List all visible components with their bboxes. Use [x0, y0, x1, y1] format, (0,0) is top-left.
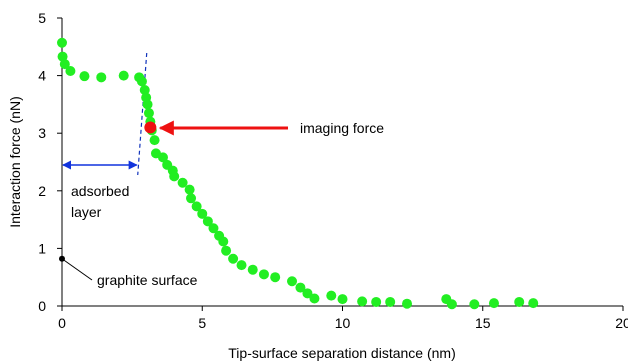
data-point: [221, 245, 232, 256]
adsorbed-layer-boundary-line: [137, 52, 148, 176]
data-point: [258, 269, 269, 280]
x-tick-label: 20: [615, 315, 628, 331]
data-point: [208, 223, 219, 234]
data-point: [169, 171, 180, 182]
x-ticks: 0 5 10 15 20: [58, 306, 628, 331]
adsorbed-layer-label-line1: adsorbed: [71, 183, 129, 199]
data-point: [247, 264, 258, 275]
data-point: [514, 296, 525, 307]
data-point: [469, 299, 480, 310]
data-point: [402, 298, 413, 309]
data-point: [326, 290, 337, 301]
data-point: [371, 296, 382, 307]
y-axis-label: Interaction force (nN): [7, 96, 23, 228]
y-tick-label: 0: [38, 298, 46, 314]
data-point: [488, 298, 499, 309]
data-point: [202, 216, 213, 227]
data-point: [184, 184, 195, 195]
data-point: [79, 71, 90, 82]
x-axis-label: Tip-surface separation distance (nm): [228, 345, 455, 361]
data-point: [191, 201, 202, 212]
y-tick-label: 5: [38, 10, 46, 26]
data-point: [118, 70, 129, 81]
data-point: [149, 135, 160, 146]
data-point: [157, 152, 168, 163]
y-tick-label: 4: [38, 68, 46, 84]
data-point: [197, 208, 208, 219]
data-point: [236, 260, 247, 271]
data-point: [295, 282, 306, 293]
data-point: [186, 193, 197, 204]
x-tick-label: 15: [475, 315, 491, 331]
data-point: [337, 294, 348, 305]
data-point: [143, 108, 154, 119]
y-tick-label: 3: [38, 125, 46, 141]
x-tick-label: 5: [198, 315, 206, 331]
data-point: [309, 293, 320, 304]
data-point: [287, 276, 298, 287]
y-tick-label: 2: [38, 183, 46, 199]
x-tick-label: 10: [335, 315, 351, 331]
graphite-surface-label: graphite surface: [97, 272, 198, 288]
data-point: [59, 59, 70, 70]
x-tick-label: 0: [58, 315, 66, 331]
data-point: [218, 236, 229, 247]
imaging-force-point: [144, 121, 157, 134]
data-point: [65, 65, 76, 76]
graphite-surface-leader-line: [61, 258, 93, 281]
data-point: [136, 76, 147, 87]
data-point: [446, 299, 457, 310]
data-point: [177, 177, 188, 188]
imaging-force-label: imaging force: [300, 120, 384, 136]
data-point: [528, 298, 539, 309]
data-point: [142, 99, 153, 110]
data-point: [139, 85, 150, 95]
data-point: [57, 37, 67, 48]
y-tick-label: 1: [38, 240, 46, 256]
data-point: [302, 288, 313, 299]
data-point: [270, 272, 281, 283]
adsorbed-layer-label-line2: layer: [71, 204, 102, 220]
y-ticks: 0 1 2 3 4 5: [38, 10, 62, 314]
data-points: [57, 37, 539, 310]
data-point: [385, 296, 396, 307]
data-point: [228, 253, 239, 264]
data-point: [357, 296, 368, 307]
data-point: [96, 72, 107, 83]
